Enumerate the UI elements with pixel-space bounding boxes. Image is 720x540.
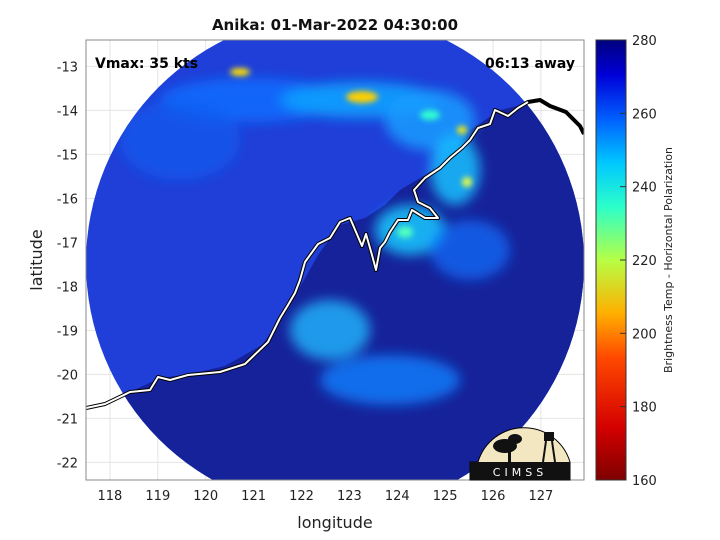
colorbar-tick-label: 220 xyxy=(632,254,657,269)
x-tick-label: 121 xyxy=(241,489,266,504)
colorbar-label: Brightness Temp - Horizontal Polarizatio… xyxy=(662,147,675,373)
colorbar-ticks: 280 260 240 220 200 180 160 xyxy=(620,34,657,489)
y-tick-label: -20 xyxy=(57,368,78,383)
x-tick-labels: 118 119 120 121 122 123 124 125 126 127 xyxy=(98,489,554,504)
x-tick-label: 120 xyxy=(193,489,218,504)
y-tick-label: -17 xyxy=(57,236,78,251)
convection-bands xyxy=(120,78,510,405)
y-tick-label: -22 xyxy=(57,456,78,471)
y-tick-label: -14 xyxy=(57,104,78,119)
x-tick-label: 124 xyxy=(385,489,410,504)
colorbar-tick-label: 160 xyxy=(632,474,657,489)
time-away-label: 06:13 away xyxy=(485,56,575,72)
y-tick-label: -15 xyxy=(57,148,78,163)
x-tick-label: 118 xyxy=(98,489,123,504)
coastline xyxy=(86,98,584,410)
axes-frame xyxy=(85,39,585,481)
x-tick-label: 126 xyxy=(481,489,506,504)
y-tick-label: -19 xyxy=(57,324,78,339)
hot-spots xyxy=(230,68,472,238)
x-tick-label: 122 xyxy=(289,489,314,504)
x-tick-label: 119 xyxy=(145,489,170,504)
colorbar-tick-label: 240 xyxy=(632,181,657,196)
colorbar-tick-label: 260 xyxy=(632,107,657,122)
x-tick-label: 125 xyxy=(433,489,458,504)
y-tick-labels: -13 -14 -15 -16 -17 -18 -19 -20 -21 -22 xyxy=(57,60,78,471)
colorbar-tick-label: 280 xyxy=(632,34,657,49)
colorbar: 280 260 240 220 200 180 160 Brightness Temp - … xyxy=(595,34,675,489)
logo-text: CIMSS xyxy=(493,466,547,479)
y-axis-label: latitude xyxy=(27,229,46,290)
y-tick-label: -13 xyxy=(57,60,78,75)
colorbar-tick-label: 200 xyxy=(632,327,657,342)
map-title: Anika: 01-Mar-2022 04:30:00 xyxy=(212,16,458,34)
y-tick-label: -18 xyxy=(57,280,78,295)
x-tick-label: 127 xyxy=(528,489,553,504)
x-axis-label: longitude xyxy=(297,513,372,532)
colorbar-tick-label: 180 xyxy=(632,401,657,416)
cimss-logo: CIMSS xyxy=(469,427,571,481)
x-tick-label: 123 xyxy=(337,489,362,504)
y-tick-label: -21 xyxy=(57,412,78,427)
vmax-label: Vmax: 35 kts xyxy=(95,56,198,72)
water-tower-icon xyxy=(544,432,554,441)
y-tick-label: -16 xyxy=(57,192,78,207)
